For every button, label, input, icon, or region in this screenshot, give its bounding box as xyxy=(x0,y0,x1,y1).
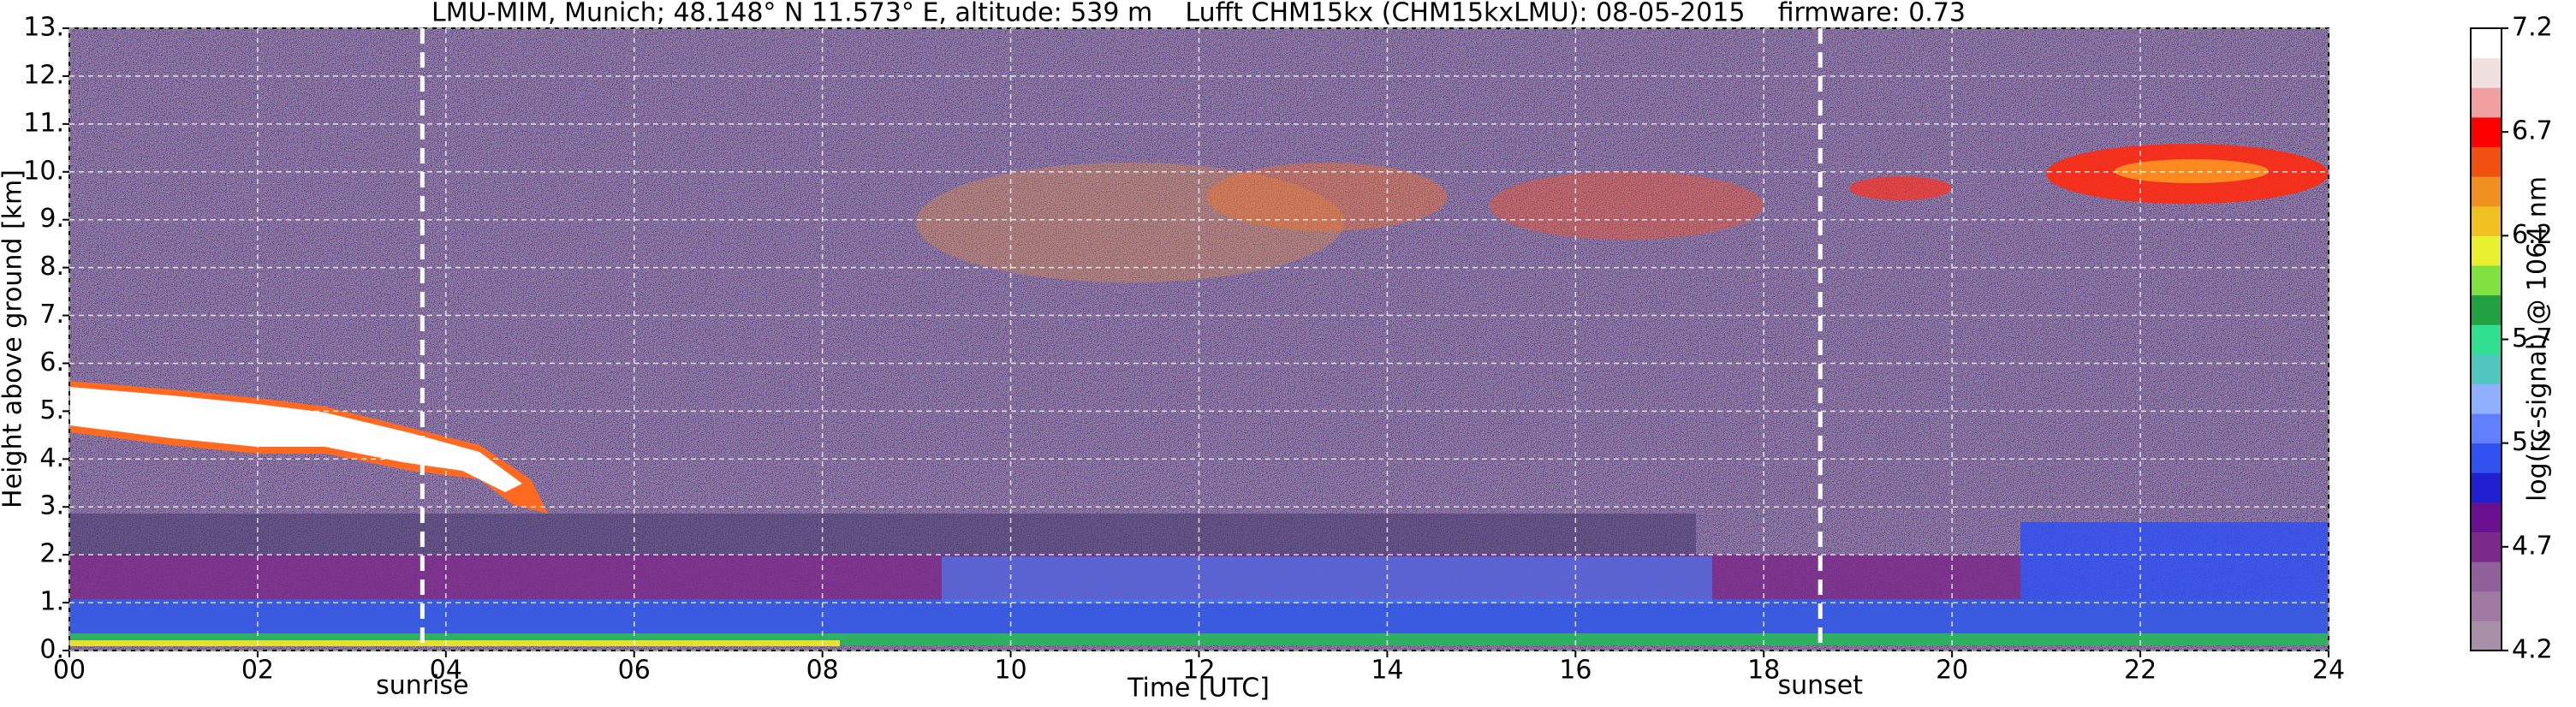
y-tick-label: 2. xyxy=(39,539,64,569)
colorbar-swatch xyxy=(2471,324,2502,355)
colorbar-swatch xyxy=(2471,294,2502,325)
colorbar-swatch xyxy=(2471,591,2502,621)
annotation-label: sunrise xyxy=(376,671,468,701)
x-tick-label: 14 xyxy=(1371,656,1403,686)
colorbar-tick-label: 6.7 xyxy=(2512,116,2553,146)
colorbar-swatch xyxy=(2471,502,2502,533)
colorbar-swatch xyxy=(2471,621,2502,651)
colorbar-swatch xyxy=(2471,354,2502,384)
x-axis-label: Time [UTC] xyxy=(1127,674,1270,704)
x-tick-label: 12 xyxy=(1182,656,1215,686)
colorbar-tick-label: 4.2 xyxy=(2512,635,2553,665)
colorbar-label: log(rc-signal) @ 1064 nm xyxy=(2523,176,2553,502)
colorbar-swatch xyxy=(2471,383,2502,414)
x-tick-label: 06 xyxy=(618,656,651,686)
annotation-label: sunset xyxy=(1777,671,1863,701)
colorbar-tick-label: 5.2 xyxy=(2512,427,2553,457)
y-tick-label: 7. xyxy=(39,300,64,330)
x-tick-label: 08 xyxy=(806,656,839,686)
x-tick-label: 04 xyxy=(430,656,462,686)
x-tick-label: 16 xyxy=(1559,656,1591,686)
colorbar-tick-label: 7.2 xyxy=(2512,13,2553,43)
colorbar-swatch xyxy=(2471,87,2502,118)
y-tick-label: 13. xyxy=(23,13,64,43)
colorbar-swatch xyxy=(2471,205,2502,236)
y-tick-label: 1. xyxy=(39,587,64,617)
x-tick-label: 10 xyxy=(994,656,1026,686)
colorbar-swatch xyxy=(2471,443,2502,473)
y-tick-label: 11. xyxy=(23,108,64,138)
x-tick-label: 24 xyxy=(2312,656,2345,686)
colorbar-swatch xyxy=(2471,28,2502,59)
colorbar-swatch xyxy=(2471,413,2502,444)
x-tick-label: 22 xyxy=(2124,656,2157,686)
y-tick-label: 6. xyxy=(39,348,64,377)
x-tick-label: 02 xyxy=(241,656,274,686)
colorbar-swatch xyxy=(2471,57,2502,88)
y-tick-label: 0. xyxy=(39,635,64,665)
y-axis-label: Height above ground [km] xyxy=(0,169,28,508)
colorbar-swatch xyxy=(2471,472,2502,503)
colorbar-swatch xyxy=(2471,264,2502,296)
y-tick-label: 12. xyxy=(23,60,64,90)
x-tick-label: 00 xyxy=(53,656,86,686)
x-tick-label: 20 xyxy=(1936,656,1968,686)
x-tick-label: 18 xyxy=(1747,656,1780,686)
colorbar-swatch xyxy=(2471,116,2502,147)
chart-title: LMU-MIM, Munich; 48.148° N 11.573° E, al… xyxy=(431,0,1966,28)
y-tick-label: 4. xyxy=(39,443,64,473)
colorbar-swatch xyxy=(2471,235,2502,266)
colorbar-swatch xyxy=(2471,532,2502,562)
colorbar-swatch xyxy=(2471,561,2502,592)
colorbar-tick-label: 6.2 xyxy=(2512,220,2553,250)
y-tick-label: 5. xyxy=(39,395,64,425)
y-tick-label: 10. xyxy=(23,156,64,186)
y-tick-label: 8. xyxy=(39,252,64,282)
colorbar-tick-label: 4.7 xyxy=(2512,531,2553,561)
colorbar-swatch xyxy=(2471,176,2502,207)
colorbar-tick-label: 5.7 xyxy=(2512,324,2553,354)
y-tick-label: 9. xyxy=(39,204,64,234)
colorbar-swatch xyxy=(2471,146,2502,177)
y-tick-label: 3. xyxy=(39,491,64,521)
